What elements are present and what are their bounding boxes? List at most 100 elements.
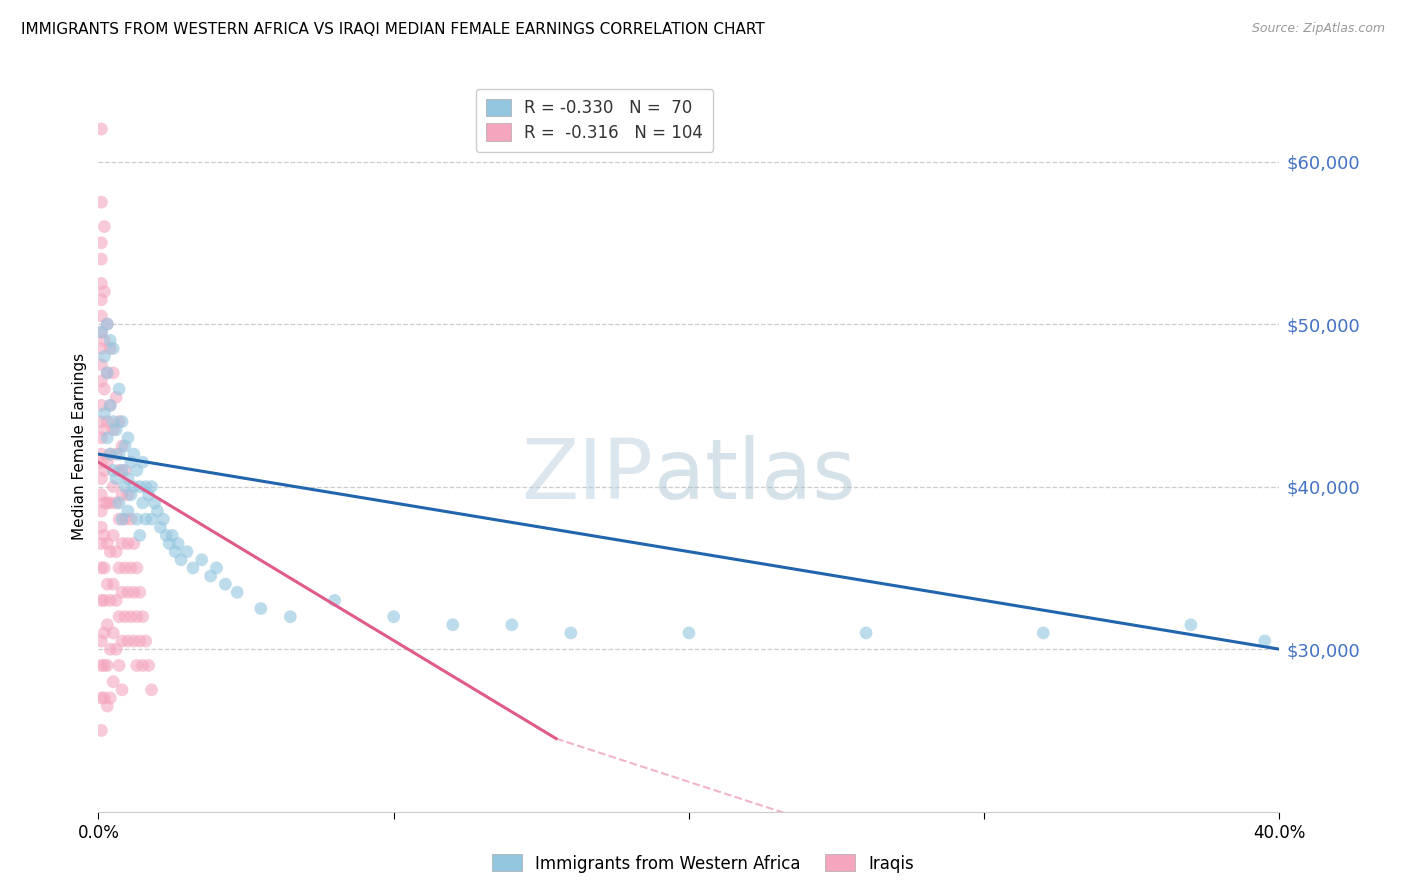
Point [280, 609, 302, 624]
Point [103, 342, 125, 356]
Point [96, 317, 118, 331]
Point [98, 398, 121, 412]
Point [111, 463, 134, 477]
Point [114, 609, 136, 624]
Point [93, 658, 115, 673]
Point [93, 382, 115, 396]
Point [105, 496, 128, 510]
Point [108, 561, 131, 575]
Point [111, 512, 134, 526]
Point [125, 512, 148, 526]
Y-axis label: Median Female Earnings: Median Female Earnings [72, 352, 87, 540]
Point [105, 447, 128, 461]
Point [98, 690, 121, 705]
Point [111, 488, 134, 502]
Point [138, 488, 160, 502]
Point [96, 317, 118, 331]
Point [125, 658, 148, 673]
Point [105, 471, 128, 485]
Point [128, 634, 150, 648]
Text: Source: ZipAtlas.com: Source: ZipAtlas.com [1251, 22, 1385, 36]
Point [93, 423, 115, 437]
Point [111, 682, 134, 697]
Point [93, 219, 115, 234]
Point [105, 544, 128, 558]
Point [125, 463, 148, 477]
Point [141, 480, 163, 494]
Text: IMMIGRANTS FROM WESTERN AFRICA VS IRAQI MEDIAN FEMALE EARNINGS CORRELATION CHART: IMMIGRANTS FROM WESTERN AFRICA VS IRAQI … [21, 22, 765, 37]
Point [90, 122, 112, 136]
Point [90, 252, 112, 266]
Point [157, 536, 180, 550]
Point [108, 609, 131, 624]
Point [135, 634, 157, 648]
Point [96, 699, 118, 714]
Point [108, 463, 131, 477]
Point [90, 455, 112, 469]
Point [93, 561, 115, 575]
Point [111, 415, 134, 429]
Point [90, 593, 112, 607]
Point [96, 577, 118, 591]
Point [96, 617, 118, 632]
Point [678, 626, 700, 640]
Point [855, 626, 877, 640]
Point [141, 512, 163, 526]
Point [114, 512, 136, 526]
Point [1180, 617, 1202, 632]
Point [250, 601, 273, 615]
Point [111, 585, 134, 599]
Point [108, 382, 131, 396]
Point [103, 480, 125, 494]
Point [155, 528, 177, 542]
Legend: Immigrants from Western Africa, Iraqis: Immigrants from Western Africa, Iraqis [485, 847, 921, 880]
Point [90, 536, 112, 550]
Point [132, 609, 155, 624]
Point [205, 561, 228, 575]
Point [323, 593, 346, 607]
Text: atlas: atlas [654, 434, 855, 516]
Point [108, 496, 131, 510]
Point [1254, 634, 1277, 648]
Point [96, 415, 118, 429]
Point [90, 431, 112, 445]
Point [117, 634, 139, 648]
Point [90, 309, 112, 323]
Point [96, 366, 118, 380]
Point [103, 626, 125, 640]
Point [114, 480, 136, 494]
Point [98, 593, 121, 607]
Point [98, 398, 121, 412]
Text: ZIP: ZIP [522, 434, 654, 516]
Point [117, 585, 139, 599]
Point [122, 536, 145, 550]
Point [138, 658, 160, 673]
Point [141, 682, 163, 697]
Point [108, 447, 131, 461]
Point [90, 723, 112, 738]
Point [90, 634, 112, 648]
Point [103, 674, 125, 689]
Point [132, 496, 155, 510]
Point [117, 504, 139, 518]
Point [128, 480, 150, 494]
Point [90, 690, 112, 705]
Point [143, 496, 166, 510]
Point [90, 374, 112, 388]
Point [96, 658, 118, 673]
Point [117, 471, 139, 485]
Point [152, 512, 174, 526]
Point [135, 512, 157, 526]
Point [105, 390, 128, 404]
Point [105, 642, 128, 657]
Point [122, 447, 145, 461]
Point [120, 455, 142, 469]
Point [105, 423, 128, 437]
Point [200, 569, 222, 583]
Point [90, 398, 112, 412]
Point [93, 334, 115, 348]
Point [117, 431, 139, 445]
Point [122, 585, 145, 599]
Point [93, 463, 115, 477]
Point [96, 366, 118, 380]
